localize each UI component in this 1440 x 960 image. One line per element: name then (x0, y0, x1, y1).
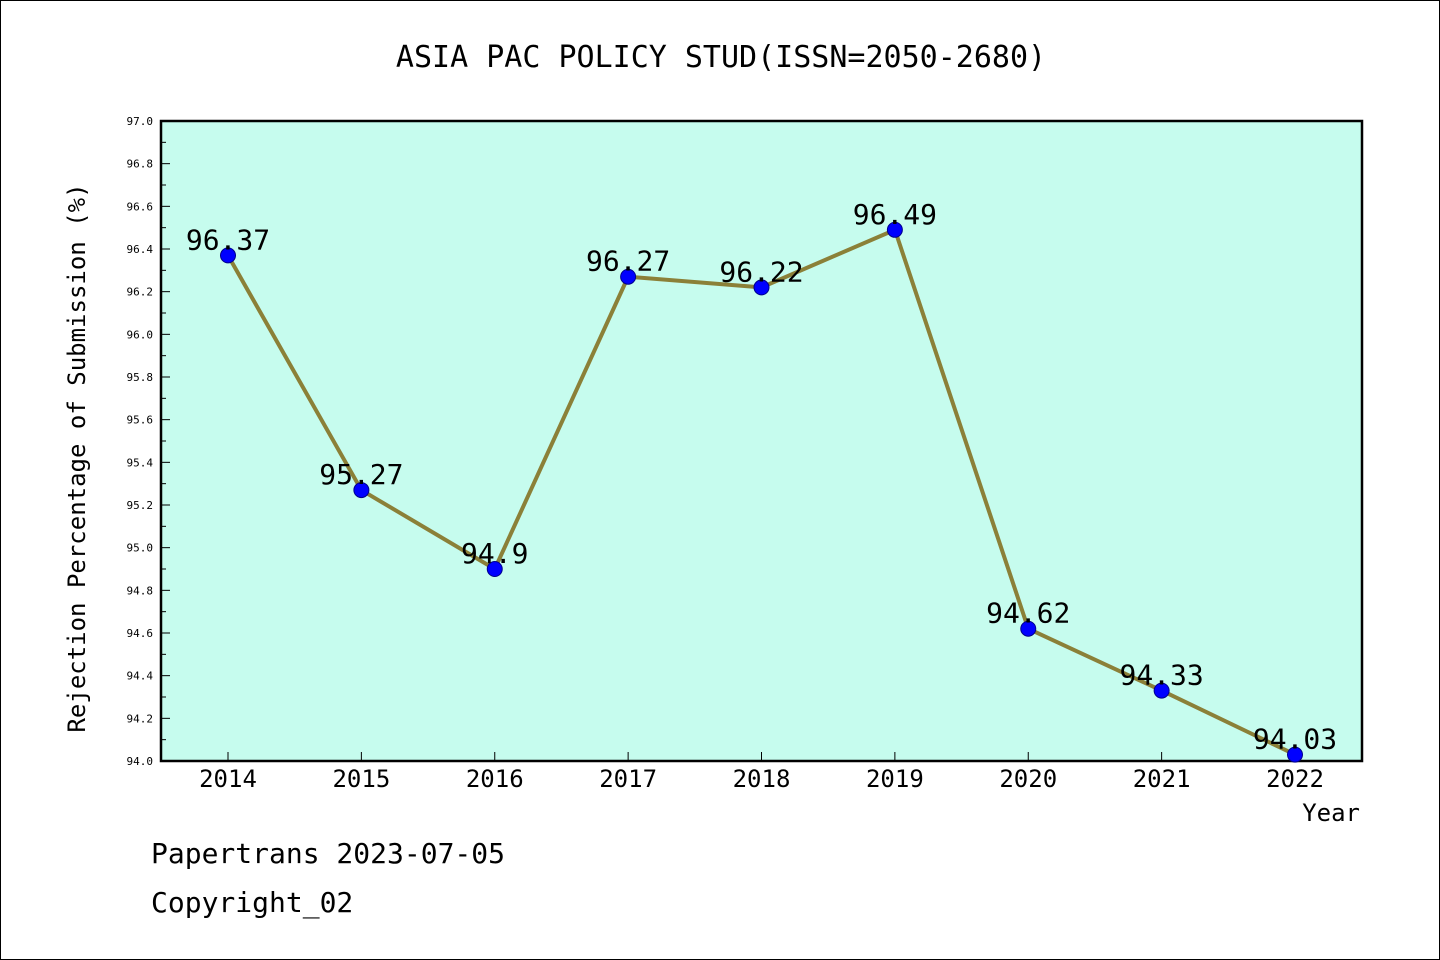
data-label: 96.27 (586, 245, 670, 278)
data-label: 96.37 (186, 223, 270, 256)
y-tick-label: 94.4 (127, 670, 154, 683)
data-label: 96.49 (853, 198, 937, 231)
x-tick-label: 2020 (999, 765, 1057, 793)
data-label: 94.62 (986, 597, 1070, 630)
data-label: 94.33 (1119, 659, 1203, 692)
data-point-marker (1153, 682, 1170, 699)
y-tick-label: 96.2 (127, 286, 154, 299)
y-axis-title: Rejection Percentage of Submission (%) (63, 183, 91, 732)
data-point-marker (620, 268, 637, 285)
x-tick-label: 2021 (1133, 765, 1191, 793)
data-point-marker (486, 561, 503, 577)
data-point-marker (1287, 746, 1303, 763)
x-axis: 2014 2015 2016 2017 2018 2019 2020 2021 2022 (199, 752, 1324, 793)
data-point-marker (353, 482, 370, 499)
data-label: 94.03 (1253, 723, 1337, 756)
x-tick-label: 2017 (599, 765, 657, 793)
chart-title: ASIA PAC POLICY STUD(ISSN=2050-2680) (396, 40, 1046, 75)
y-axis: 94.0 94.2 94.4 94.6 94.8 95.0 95.2 95.4 95.6 95.8… (127, 115, 170, 768)
y-tick-label: 96.4 (127, 243, 154, 256)
x-tick-label: 2016 (466, 765, 524, 793)
x-tick-label: 2019 (866, 765, 924, 793)
data-point-marker (1020, 620, 1037, 637)
data-label: 96.22 (719, 255, 803, 288)
x-tick-label: 2018 (733, 765, 791, 793)
y-tick-label: 95.2 (127, 499, 154, 512)
y-tick-label: 95.6 (127, 414, 154, 427)
y-tick-label: 95.4 (127, 456, 154, 469)
data-label: 95.27 (319, 458, 403, 491)
y-tick-label: 95.0 (127, 542, 154, 555)
x-tick-label: 2022 (1266, 765, 1324, 793)
y-tick-label: 94.6 (127, 627, 154, 640)
footer-date-text: Papertrans 2023-07-05 (151, 837, 506, 870)
data-label: 94.9 (461, 537, 528, 570)
y-tick-label: 94.2 (127, 712, 154, 725)
y-tick-label: 97.0 (127, 115, 154, 128)
x-tick-label: 2015 (332, 765, 390, 793)
footer-copyright-text: Copyright_02 (151, 886, 354, 919)
x-tick-label: 2014 (199, 765, 257, 793)
data-point-marker (220, 247, 236, 264)
plot-area (159, 119, 1364, 763)
x-axis-title: Year (1302, 799, 1360, 827)
series-layer: 96.37 95.27 94.9 96.27 96.22 96.49 94.62 94.33 9… (186, 198, 1337, 763)
y-tick-label: 94.8 (127, 584, 154, 597)
y-tick-label: 96.8 (127, 158, 154, 171)
y-tick-label: 94.0 (127, 755, 154, 768)
data-point-marker (753, 279, 770, 296)
y-tick-label: 96.0 (127, 328, 154, 341)
data-point-marker (886, 221, 903, 238)
y-tick-label: 96.6 (127, 200, 154, 213)
y-tick-label: 95.8 (127, 371, 154, 384)
